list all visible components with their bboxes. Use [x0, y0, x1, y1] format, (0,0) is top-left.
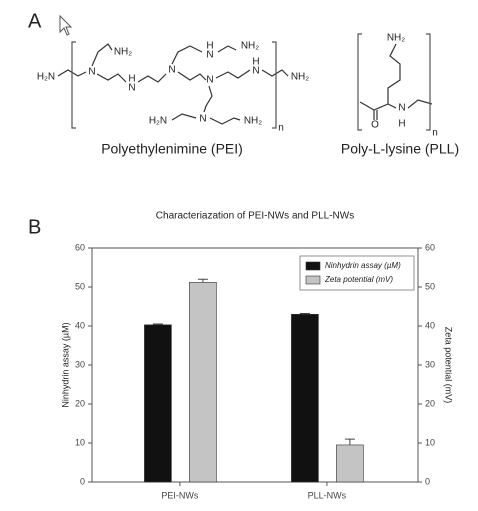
- y2-tick-label: 60: [425, 242, 435, 252]
- y-axis-label: Ninhydrin assay (µM): [60, 322, 70, 407]
- repeat-index: n: [432, 128, 438, 139]
- atom-label: NH₂: [241, 41, 259, 52]
- y2-tick-label: 50: [425, 281, 435, 291]
- y2-tick-label: 30: [425, 359, 435, 369]
- atom-label: N: [168, 65, 175, 76]
- atom-label: H: [252, 57, 259, 68]
- atom-label: H: [128, 74, 135, 85]
- atom-label: NH₂: [291, 72, 309, 83]
- atom-label: N: [398, 103, 405, 114]
- y2-tick-label: 0: [425, 476, 430, 486]
- bar: [336, 444, 364, 483]
- x-tick-label: PLL-NWs: [308, 490, 347, 500]
- panel-label: A: [28, 10, 42, 32]
- atom-label: H: [398, 119, 405, 130]
- error-bar: [299, 313, 310, 315]
- legend-swatch: [305, 275, 321, 285]
- atom-label: N: [252, 66, 259, 77]
- x-tick-label: PEI-NWs: [161, 490, 198, 500]
- atom-label: H₂N: [149, 116, 167, 127]
- atom-label: H₂N: [37, 72, 55, 83]
- y-tick-label: 0: [80, 476, 85, 486]
- legend-swatch: [305, 261, 321, 271]
- y-tick-label: 30: [75, 359, 85, 369]
- atom-label: NH₂: [244, 116, 262, 127]
- legend-box: [299, 255, 415, 291]
- atom-label: NH₂: [387, 33, 405, 44]
- y-tick-label: 20: [75, 398, 85, 408]
- panel-label: B: [28, 216, 41, 238]
- atom-label: O: [371, 120, 379, 131]
- legend-label: Ninhydrin assay (µM): [325, 261, 401, 270]
- y-tick-label: 50: [75, 281, 85, 291]
- error-bar: [344, 438, 355, 445]
- atom-label: N: [206, 75, 213, 86]
- cursor-icon: [59, 14, 73, 36]
- bar: [144, 324, 172, 483]
- structure-name: Polyethylenimine (PEI): [101, 141, 243, 157]
- bar: [189, 282, 217, 483]
- error-bar: [152, 323, 163, 325]
- y-tick-label: 60: [75, 242, 85, 252]
- y2-tick-label: 20: [425, 398, 435, 408]
- atom-label: N: [128, 83, 135, 94]
- legend-label: Zeta potential (mV): [324, 275, 393, 284]
- structure-name: Poly-L-lysine (PLL): [341, 141, 459, 157]
- bar: [291, 313, 319, 483]
- repeat-index: n: [278, 123, 284, 134]
- y2-tick-label: 40: [425, 320, 435, 330]
- atom-label: N: [88, 67, 95, 78]
- atom-label: H: [206, 41, 213, 52]
- y-tick-label: 10: [75, 437, 85, 447]
- error-bar: [197, 278, 208, 283]
- atom-label: N: [206, 50, 213, 61]
- y2-tick-label: 10: [425, 437, 435, 447]
- y-tick-label: 40: [75, 320, 85, 330]
- chart-title: Characteriazation of PEI-NWs and PLL-NWs: [156, 211, 354, 222]
- y2-axis-label: Zeta potential (mV): [444, 327, 454, 404]
- atom-label: NH₂: [114, 47, 132, 58]
- pll-bonds: [357, 33, 433, 131]
- atom-label: N: [199, 114, 206, 125]
- pei-bonds: [57, 41, 289, 129]
